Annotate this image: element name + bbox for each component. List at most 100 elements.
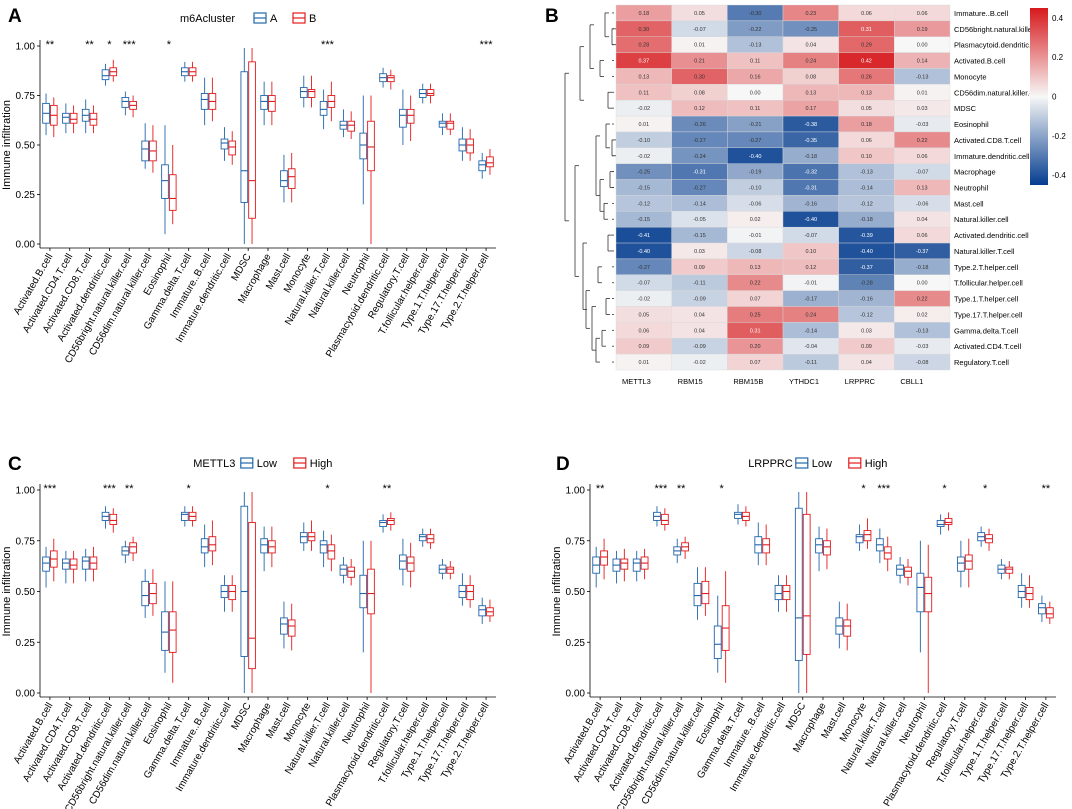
significance-mark: * — [942, 483, 947, 495]
heatmap-cell-value: 0.10 — [861, 154, 872, 160]
heatmap-cell-value: 0.13 — [638, 74, 649, 80]
box-low — [319, 530, 328, 568]
heatmap-cell-value: -0.11 — [805, 360, 817, 366]
box-body — [1038, 603, 1046, 615]
box-body — [101, 69, 110, 81]
box-high — [307, 520, 316, 551]
heatmap-cell-value: -0.22 — [749, 27, 762, 33]
y-axis: 0.00 0.25 0.50 0.75 1.00 Immune infiltration — [1, 484, 41, 700]
box-b — [347, 111, 355, 140]
heatmap-cell-value: -0.35 — [805, 138, 818, 144]
box-b — [446, 113, 455, 136]
heatmap-cell-value: 0.01 — [638, 360, 649, 366]
heatmap-cell-value: -0.27 — [749, 138, 762, 144]
heatmap-cell-value: 0.28 — [638, 43, 649, 49]
box-low — [141, 569, 149, 618]
box-body — [339, 564, 348, 576]
box-high — [782, 575, 791, 612]
heatmap-row-label: Type.17.T.helper.cell — [954, 310, 1023, 319]
box-high — [387, 512, 395, 531]
box-a — [359, 95, 368, 205]
y-tick-label: 1.00 — [16, 42, 36, 53]
box-high — [701, 567, 710, 616]
box-body — [713, 625, 722, 659]
heatmap-cell-value: 0.07 — [750, 360, 761, 366]
box-low — [339, 556, 348, 584]
box-body — [359, 132, 368, 160]
box-high — [208, 520, 217, 566]
heatmap-cell-value: 0.24 — [805, 59, 816, 65]
y-tick-label: 1.00 — [566, 486, 586, 497]
box-body — [823, 540, 831, 556]
panel-c: C METTL3 Low High 0.00 0.25 0.50 0.75 1.00 Immune… — [1, 454, 496, 809]
legend-label-0: A — [270, 13, 278, 25]
box-b — [69, 105, 78, 134]
panel-b: B 0.18 0.05 -0.30 0.23 0.06 0.06 0.30 -0.07 -0.22… — [545, 4, 1066, 386]
box-high — [620, 548, 629, 582]
significance-mark: * — [107, 39, 112, 51]
heatmap-cell-value: -0.40 — [638, 249, 651, 255]
heatmap-cell-value: 0.06 — [917, 233, 928, 239]
box-a — [379, 67, 387, 88]
box-b — [367, 95, 375, 244]
heatmap-row-label: Neutrophil — [954, 184, 989, 193]
box-low — [997, 559, 1006, 580]
box-body — [446, 566, 455, 574]
heatmap-cell-value: -0.24 — [693, 154, 706, 160]
heatmap-cell-value: 0.13 — [917, 186, 928, 192]
box-body — [307, 89, 316, 98]
heatmap-cell — [894, 353, 951, 371]
box-body — [600, 550, 608, 566]
box-b — [248, 47, 256, 244]
heatmap-cell-value: -0.09 — [693, 344, 706, 350]
heatmap-row-label: Regulatory.T.cell — [954, 358, 1009, 367]
heatmap-cell-value: -0.37 — [860, 265, 873, 271]
heatmap-cell-value: 0.18 — [861, 122, 872, 128]
significance-mark: ** — [677, 483, 686, 495]
heatmap-cell-value: -0.02 — [638, 106, 651, 112]
y-tick-label: 1.00 — [16, 486, 36, 497]
heatmap-cell-value: 0.01 — [638, 122, 649, 128]
heatmap-cell-value: 0.13 — [861, 90, 872, 96]
box-body — [141, 140, 149, 162]
legend-title: LRPPRC — [748, 458, 793, 470]
box-body — [964, 554, 973, 570]
heatmap-row-label: Plasmacytoid.dendritic.cell — [954, 41, 1043, 50]
heatmap-cell-value: 0.11 — [750, 59, 760, 65]
category-12: Mast.cell — [264, 601, 296, 741]
heatmap-col-label: YTHDC1 — [789, 377, 819, 386]
heatmap-col-label: RBM15 — [678, 377, 703, 386]
box-body — [280, 170, 288, 188]
heatmap-cell-value: 0.04 — [694, 312, 705, 318]
box-body — [956, 556, 965, 572]
box-high — [188, 506, 197, 527]
heatmap-cell-value: 0.12 — [805, 265, 816, 271]
box-body — [327, 544, 336, 560]
heatmap-cell-value: -0.15 — [638, 186, 651, 192]
significance-mark: *** — [103, 483, 117, 495]
box-body — [240, 71, 249, 203]
box-a — [42, 93, 50, 136]
box-body — [228, 584, 237, 601]
legend-label-0: Low — [257, 458, 277, 470]
box-body — [620, 558, 629, 570]
heatmap-cell-value: -0.05 — [693, 217, 706, 223]
box-b — [426, 83, 435, 104]
heatmap-cell-value: -0.25 — [805, 27, 818, 33]
heatmap-cell-value: -0.08 — [749, 249, 762, 255]
heatmap-cell-value: -0.14 — [805, 328, 818, 334]
category-17: Plasmacytoid.dendritic.cell* — [882, 483, 953, 809]
box-high — [109, 508, 118, 533]
box-body — [1045, 607, 1054, 619]
heatmap-cell-value: 0.02 — [750, 217, 761, 223]
box-body — [782, 584, 791, 601]
category-21: Type.17.T.helper.cell — [417, 573, 474, 785]
box-body — [802, 513, 811, 655]
heatmap-cell-value: 0.25 — [750, 312, 761, 318]
legend-label-0: Low — [812, 458, 832, 470]
box-body — [248, 61, 256, 219]
box-high — [721, 571, 730, 683]
box-a — [299, 75, 308, 108]
heatmap-cell-value: 0.16 — [750, 74, 761, 80]
heatmap-cell-value: 0.04 — [694, 328, 705, 334]
